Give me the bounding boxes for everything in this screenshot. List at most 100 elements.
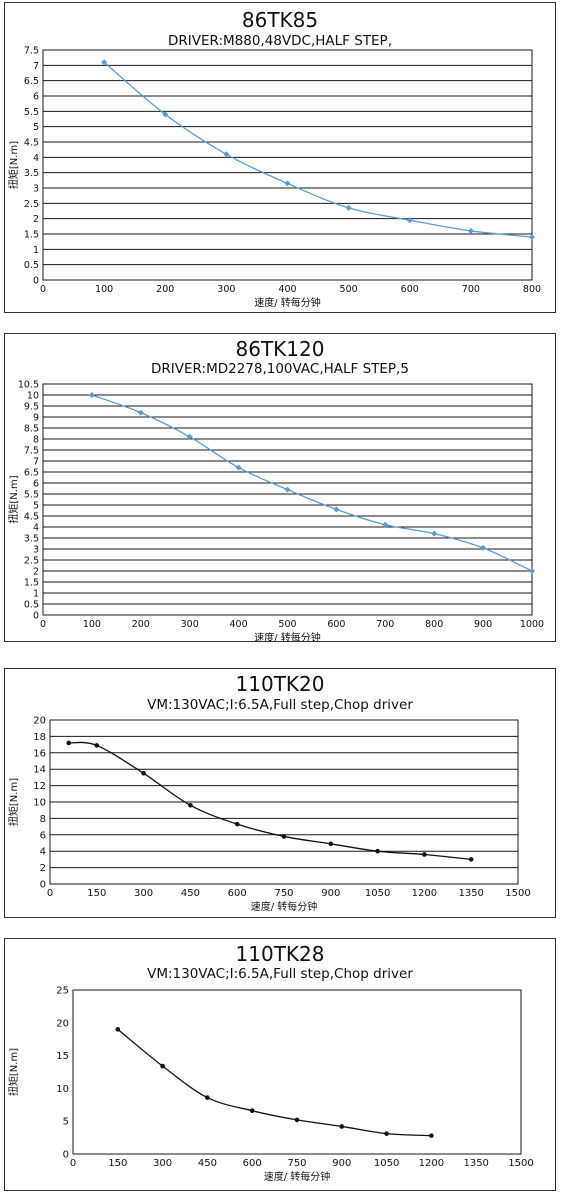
x-tick-label: 600 <box>228 888 247 899</box>
x-tick-label: 150 <box>87 888 106 899</box>
y-tick-label: 10 <box>56 1084 69 1095</box>
y-tick-label: 0 <box>33 276 39 287</box>
y-tick-label: 2 <box>33 214 39 225</box>
y-axis-label: 扭矩[N.m] <box>7 141 20 189</box>
x-tick-label: 400 <box>278 284 296 295</box>
chart-110tk28: 0 5 10 15 20 25 0 150 300 450 600 750 900 1050 1200 135… <box>7 986 534 1184</box>
x-tick-label: 100 <box>83 619 101 630</box>
y-tick-label: 20 <box>56 1018 69 1029</box>
y-tick-label: 6.5 <box>24 76 39 87</box>
x-tick-label: 900 <box>321 888 340 899</box>
chart-title: 86TK120 <box>235 337 325 361</box>
y-tick-label: 1 <box>33 589 39 600</box>
x-axis-label: 速度/ 转每分钟 <box>264 1170 331 1183</box>
y-tick-label: 14 <box>33 765 46 776</box>
y-tick-label: 0 <box>63 1150 69 1161</box>
x-tick-label: 750 <box>287 1158 306 1169</box>
y-tick-label: 4.5 <box>24 138 39 149</box>
data-point <box>186 433 193 440</box>
data-point <box>422 852 427 857</box>
data-point <box>382 521 389 528</box>
chart-panel-110tk20: 110TK20 VM:130VAC;I:6.5A,Full step,Chop … <box>4 668 556 918</box>
data-point <box>188 802 193 808</box>
y-tick-label: 5.5 <box>24 490 39 501</box>
data-point <box>249 1108 255 1113</box>
x-tick-label: 700 <box>376 619 394 630</box>
data-point <box>162 111 169 118</box>
x-tick-label: 0 <box>40 619 46 630</box>
x-axis-label: 速度/ 转每分钟 <box>254 296 321 309</box>
y-tick-label: 3 <box>33 545 39 556</box>
y-tick-label: 2 <box>33 567 39 578</box>
y-tick-label: 15 <box>56 1051 69 1062</box>
data-point <box>205 1095 210 1100</box>
chart-title: 110TK20 <box>235 672 325 696</box>
x-tick-label: 1500 <box>508 1158 533 1169</box>
y-tick-label: 8.5 <box>24 424 39 435</box>
y-tick-label: 9.5 <box>24 402 39 413</box>
chart-86tk120: 00.511.522.533.544.555.566.577.588.599.5… <box>7 380 544 642</box>
data-point <box>339 1124 345 1129</box>
x-tick-label: 900 <box>332 1158 351 1169</box>
y-tick-label: 4 <box>33 523 39 534</box>
y-tick-label: 5 <box>33 122 39 133</box>
data-point <box>284 486 291 493</box>
y-tick-label: 1.5 <box>24 230 39 241</box>
x-tick-label: 300 <box>181 619 199 630</box>
x-tick-label: 150 <box>108 1158 127 1169</box>
data-point <box>160 1063 165 1069</box>
data-point <box>345 204 352 211</box>
y-tick-label: 8 <box>33 435 39 446</box>
x-axis-label: 速度/ 转每分钟 <box>251 900 318 913</box>
x-tick-label: 1200 <box>419 1158 444 1169</box>
y-tick-label: 0 <box>40 880 46 891</box>
x-tick-label: 1200 <box>412 888 437 899</box>
y-tick-label: 0 <box>33 611 39 622</box>
x-tick-label: 500 <box>278 619 296 630</box>
x-tick-label: 1500 <box>505 888 530 899</box>
x-tick-label: 800 <box>425 619 443 630</box>
plot-frame <box>49 719 519 885</box>
data-point <box>281 834 287 839</box>
chart-title: 110TK28 <box>235 942 325 966</box>
x-tick-label: 1050 <box>365 888 390 899</box>
y-axis-label: 扭矩[N.m] <box>7 1048 20 1096</box>
data-point <box>234 821 240 827</box>
data-point <box>101 59 108 66</box>
data-point <box>115 1027 121 1032</box>
data-point <box>429 1133 434 1138</box>
x-tick-label: 300 <box>153 1158 172 1169</box>
y-tick-label: 0.5 <box>24 600 39 611</box>
data-point <box>529 568 535 574</box>
data-point <box>141 771 146 776</box>
x-tick-label: 0 <box>70 1158 76 1169</box>
y-tick-label: 4.5 <box>24 512 39 523</box>
y-tick-label: 7 <box>33 457 39 468</box>
x-tick-label: 700 <box>462 284 480 295</box>
y-tick-label: 16 <box>33 748 46 759</box>
x-tick-label: 300 <box>134 888 153 899</box>
y-tick-label: 5.5 <box>24 107 39 118</box>
data-point <box>328 841 334 847</box>
y-tick-label: 6 <box>33 479 39 490</box>
y-tick-label: 8 <box>40 814 46 825</box>
x-tick-label: 900 <box>474 619 492 630</box>
y-tick-label: 2.5 <box>24 556 39 567</box>
x-tick-label: 0 <box>47 888 53 899</box>
x-tick-label: 600 <box>327 619 345 630</box>
x-axis-label: 速度/ 转每分钟 <box>254 631 321 641</box>
x-tick-label: 1350 <box>463 1158 488 1169</box>
data-point <box>384 1131 389 1136</box>
y-tick-label: 6 <box>40 830 46 841</box>
y-tick-label: 6.5 <box>24 468 39 479</box>
data-point <box>375 848 380 854</box>
y-tick-label: 6 <box>33 92 39 103</box>
series-line <box>68 741 472 861</box>
data-point <box>88 392 95 398</box>
x-tick-label: 100 <box>95 284 113 295</box>
data-point <box>468 857 474 862</box>
x-tick-label: 200 <box>156 284 174 295</box>
y-tick-label: 5 <box>33 501 39 512</box>
plot-frame <box>42 49 533 281</box>
y-tick-label: 10 <box>33 798 46 809</box>
